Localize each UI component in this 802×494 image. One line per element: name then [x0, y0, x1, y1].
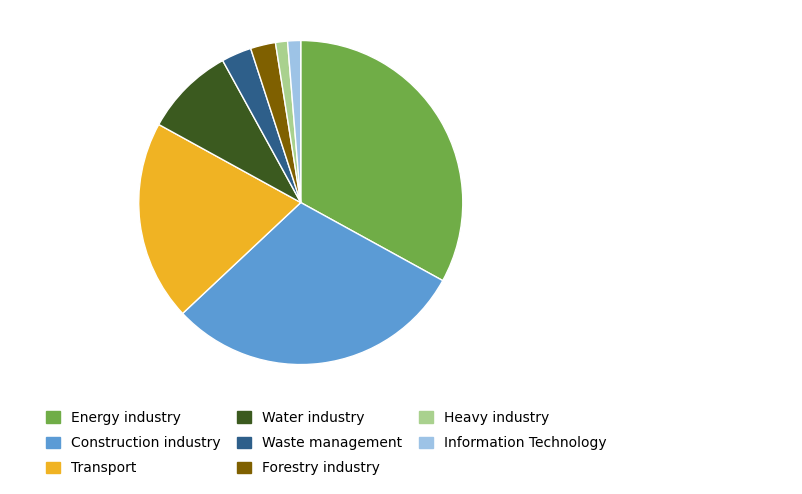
- Wedge shape: [139, 124, 301, 314]
- Wedge shape: [301, 41, 463, 281]
- Wedge shape: [251, 42, 301, 203]
- Legend: Energy industry, Construction industry, Transport, Water industry, Waste managem: Energy industry, Construction industry, …: [39, 404, 614, 482]
- Wedge shape: [183, 203, 443, 365]
- Wedge shape: [159, 61, 301, 203]
- Wedge shape: [288, 41, 301, 203]
- Wedge shape: [275, 41, 301, 203]
- Wedge shape: [223, 48, 301, 203]
